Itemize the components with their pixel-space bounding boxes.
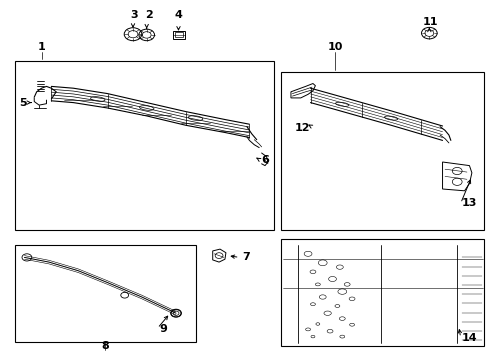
Text: 10: 10 (326, 42, 342, 52)
Text: 7: 7 (242, 252, 249, 262)
Bar (174, 32, 183, 37)
Text: 1: 1 (38, 42, 45, 52)
Bar (15, 245, 195, 342)
Text: 5: 5 (19, 98, 27, 108)
Bar (281, 72, 483, 230)
Text: 8: 8 (101, 341, 109, 351)
Text: 6: 6 (261, 155, 269, 165)
Text: 4: 4 (174, 10, 182, 20)
Text: 11: 11 (422, 17, 437, 27)
Text: 9: 9 (159, 324, 166, 334)
Text: 12: 12 (294, 123, 310, 133)
Text: 13: 13 (461, 198, 476, 208)
Bar (172, 31, 184, 39)
Bar (281, 239, 483, 346)
Text: 14: 14 (461, 333, 477, 343)
Bar (15, 61, 273, 230)
Text: 2: 2 (145, 10, 153, 20)
Text: 3: 3 (130, 10, 138, 20)
